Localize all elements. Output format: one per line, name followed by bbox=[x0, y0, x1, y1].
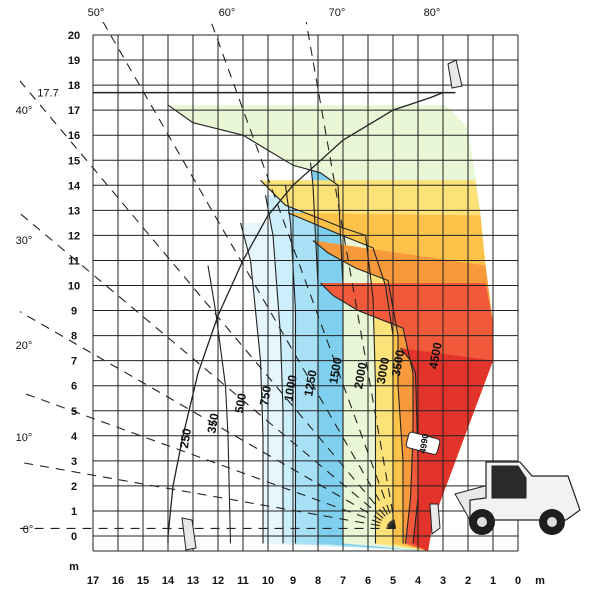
contour-label-3000: 3000 bbox=[374, 356, 392, 385]
angle-line-60 bbox=[102, 22, 396, 529]
contour-label-2000: 2000 bbox=[351, 361, 369, 390]
y-tick-label: 3 bbox=[71, 456, 77, 468]
x-tick-label: 15 bbox=[137, 575, 149, 587]
angle-label-40: 40° bbox=[16, 105, 33, 117]
contour-label-1500: 1500 bbox=[326, 356, 344, 385]
angle-line-80 bbox=[305, 22, 397, 529]
contour-label-3500: 3500 bbox=[389, 348, 407, 377]
contour-250 bbox=[167, 91, 444, 544]
y-tick-label: 11 bbox=[68, 255, 80, 267]
y-tick-label: 18 bbox=[68, 80, 80, 92]
fork-low bbox=[429, 503, 441, 535]
x-tick-label: 10 bbox=[262, 575, 274, 587]
contour-label-4990: 4990 bbox=[417, 433, 430, 454]
y-tick-label: 15 bbox=[68, 155, 80, 167]
contour-1250 bbox=[309, 162, 319, 544]
zone-4500-fill bbox=[320, 283, 493, 551]
y-tick-label: 12 bbox=[68, 230, 80, 242]
telehandler-icon bbox=[181, 59, 581, 551]
contour-350 bbox=[207, 265, 232, 544]
x-tick-label: 5 bbox=[390, 575, 396, 587]
x-tick-label: 13 bbox=[187, 575, 199, 587]
y-tick-label: 10 bbox=[68, 281, 80, 293]
x-axis-unit-right: m bbox=[535, 575, 545, 587]
x-tick-label: 12 bbox=[212, 575, 224, 587]
y-tick-label: 7 bbox=[71, 356, 77, 368]
y-tick-label: 13 bbox=[68, 205, 80, 217]
y-tick-label: 0 bbox=[71, 531, 77, 543]
y-tick-label: 8 bbox=[71, 331, 77, 343]
y-tick-label: 19 bbox=[68, 55, 80, 67]
angle-line-50 bbox=[20, 80, 396, 529]
x-tick-label: 0 bbox=[515, 575, 521, 587]
zone-4990-fill bbox=[400, 348, 493, 551]
front-hub bbox=[477, 517, 487, 527]
angle-line-70 bbox=[210, 22, 397, 529]
x-tick-label: 17 bbox=[87, 575, 99, 587]
angle-label-70: 70° bbox=[329, 7, 346, 19]
y-tick-label: 20 bbox=[68, 30, 80, 42]
contour-3500 bbox=[312, 239, 404, 544]
angle-label-60: 60° bbox=[219, 7, 236, 19]
contour-label-box-4990 bbox=[405, 431, 441, 456]
contour-label-350: 350 bbox=[204, 412, 221, 434]
y-tick-label: 9 bbox=[71, 306, 77, 318]
angle-line-40 bbox=[20, 212, 396, 529]
contour-label-250: 250 bbox=[177, 427, 194, 449]
x-tick-label: 9 bbox=[290, 575, 296, 587]
fork-high bbox=[447, 59, 463, 89]
x-tick-label: 6 bbox=[365, 575, 371, 587]
angle-label-80: 80° bbox=[424, 7, 441, 19]
contour-label-500: 500 bbox=[232, 392, 249, 414]
contour-1000 bbox=[284, 185, 297, 544]
x-tick-label: 7 bbox=[340, 575, 346, 587]
contour-4500 bbox=[320, 282, 414, 544]
y-tick-label: 5 bbox=[71, 406, 77, 418]
contour-label-1000: 1000 bbox=[281, 374, 299, 403]
x-tick-label: 3 bbox=[440, 575, 446, 587]
y-tick-label: 17 bbox=[68, 105, 80, 117]
y-tick-label: 14 bbox=[68, 180, 81, 192]
angle-label-20: 20° bbox=[16, 340, 33, 352]
contour-4990 bbox=[400, 347, 419, 544]
x-axis-unit-left: m bbox=[69, 561, 79, 573]
x-tick-label: 4 bbox=[415, 575, 422, 587]
angle-label-50: 50° bbox=[88, 7, 105, 19]
angle-label-10: 10° bbox=[16, 432, 33, 444]
fork-far bbox=[181, 517, 197, 551]
contour-2000 bbox=[260, 179, 377, 544]
y-tick-label: 2 bbox=[71, 481, 77, 493]
angle-line-20 bbox=[20, 391, 396, 530]
max-height-label: 17.7 bbox=[37, 88, 58, 100]
x-tick-label: 14 bbox=[162, 575, 175, 587]
x-tick-label: 1 bbox=[490, 575, 496, 587]
contour-label-1250: 1250 bbox=[301, 369, 319, 398]
y-tick-label: 1 bbox=[71, 506, 77, 518]
x-tick-label: 11 bbox=[237, 575, 249, 587]
contour-750 bbox=[264, 195, 284, 544]
contour-500 bbox=[239, 222, 264, 544]
y-tick-label: 6 bbox=[71, 381, 77, 393]
angle-label-30: 30° bbox=[16, 235, 33, 247]
y-tick-label: 4 bbox=[71, 431, 78, 443]
load-contours bbox=[167, 91, 444, 544]
angle-line-10 bbox=[20, 461, 396, 530]
x-tick-label: 2 bbox=[465, 575, 471, 587]
x-tick-label: 16 bbox=[112, 575, 124, 587]
contour-label-4500: 4500 bbox=[426, 341, 444, 370]
x-tick-label: 8 bbox=[315, 575, 321, 587]
y-tick-label: 16 bbox=[68, 130, 80, 142]
rear-hub bbox=[547, 517, 557, 527]
angle-line-30 bbox=[20, 311, 396, 529]
angle-label-0: 0° bbox=[23, 524, 34, 536]
cab-window bbox=[491, 465, 527, 499]
contour-1500 bbox=[167, 104, 344, 544]
contour-3000 bbox=[287, 212, 394, 544]
contour-label-750: 750 bbox=[257, 384, 274, 406]
